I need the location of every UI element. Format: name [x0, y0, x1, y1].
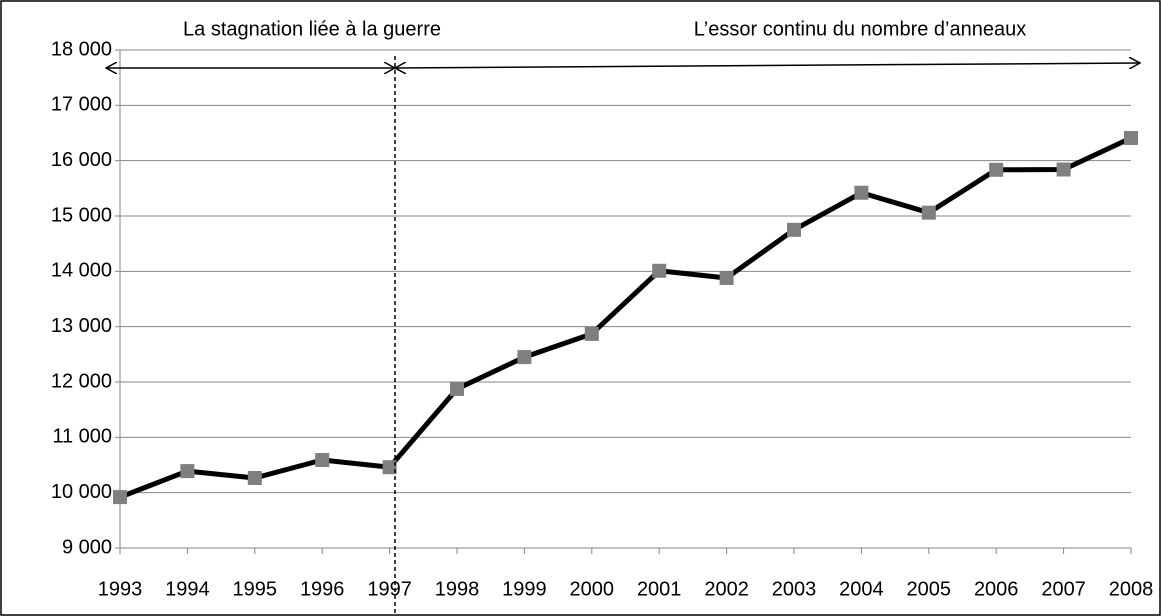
- marker: [113, 490, 127, 505]
- annotation: La stagnation liée à la guerre: [183, 18, 441, 40]
- x-tick-label: 1996: [300, 578, 345, 600]
- marker: [382, 460, 397, 475]
- line: [119, 135, 1133, 500]
- x-tick-label: 1995: [233, 578, 278, 600]
- plot-area: 9 000 10 000 11 000 12 000 13 000 14 000 15 00…: [51, 38, 1153, 600]
- x-tick-label: 2001: [637, 578, 682, 600]
- y-tick-label: 16 000: [51, 149, 112, 171]
- x-tick-label: 2000: [570, 578, 615, 600]
- x-tick-label: 1998: [435, 578, 480, 600]
- x-tick-label: 1999: [502, 578, 547, 600]
- x-tick-label: 1997: [367, 578, 412, 600]
- period-arrow: [395, 63, 1140, 68]
- marker: [719, 270, 734, 285]
- x-tick-label: 2002: [704, 578, 749, 600]
- y-tick-label: 9 000: [62, 536, 112, 558]
- x-tick-label: 2007: [1041, 578, 1086, 600]
- x-tick-label: 2005: [907, 578, 952, 600]
- annotation: L’essor continu du nombre d’anneaux: [694, 18, 1026, 40]
- y-tick-label: 17 000: [51, 94, 112, 116]
- x-tick-label: 2008: [1109, 578, 1154, 600]
- x-tick-label: 2003: [772, 578, 817, 600]
- x-tick-label: 1993: [98, 578, 143, 600]
- marker: [180, 464, 195, 479]
- x-tick-label: 2006: [974, 578, 1019, 600]
- marker: [787, 222, 801, 237]
- marker: [517, 350, 532, 365]
- marker: [652, 263, 667, 278]
- y-tick-label: 13 000: [51, 315, 112, 337]
- marker: [247, 471, 262, 486]
- y-tick-label: 14 000: [51, 260, 112, 282]
- y-tick-label: 12 000: [51, 370, 112, 392]
- marker: [584, 326, 599, 341]
- marker: [315, 453, 330, 468]
- x-tick-label: 1994: [165, 578, 210, 600]
- marker: [854, 185, 869, 200]
- marker: [921, 205, 936, 220]
- marker: [1124, 130, 1138, 145]
- y-tick-label: 15 000: [51, 204, 112, 226]
- x-tick-label: 2004: [839, 578, 884, 600]
- marker: [1056, 162, 1071, 177]
- y-tick-label: 10 000: [51, 481, 112, 503]
- y-tick-label: 18 000: [51, 38, 112, 60]
- marker: [989, 162, 1004, 177]
- marker: [450, 381, 464, 396]
- y-tick-label: 11 000: [52, 426, 112, 448]
